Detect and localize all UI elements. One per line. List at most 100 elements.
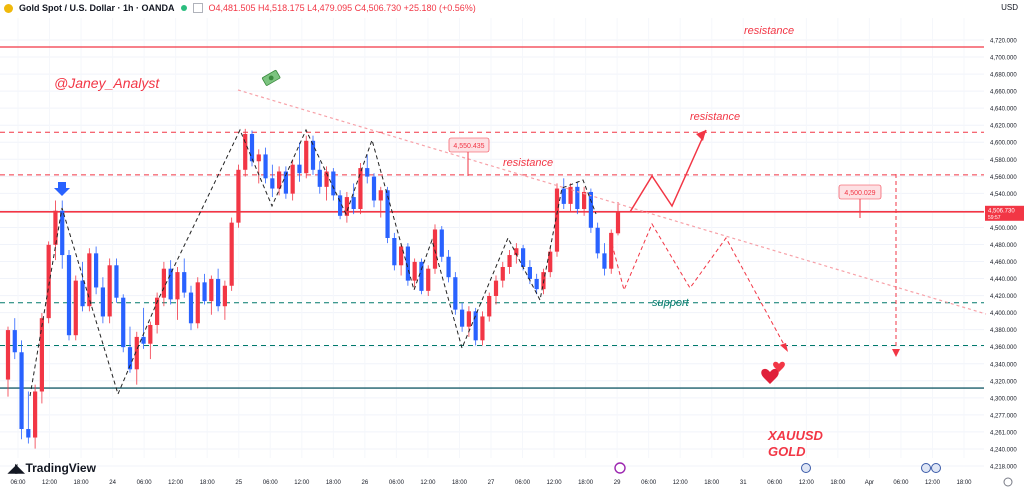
candle-body[interactable]	[107, 265, 112, 317]
candle-body[interactable]	[487, 295, 492, 317]
candle-body[interactable]	[405, 246, 410, 281]
candle-body[interactable]	[439, 229, 444, 257]
candle-body[interactable]	[114, 265, 119, 298]
candle-body[interactable]	[412, 261, 417, 281]
trendline-descending[interactable]	[237, 89, 987, 315]
candle-body[interactable]	[141, 336, 146, 344]
candle-body[interactable]	[283, 171, 288, 194]
candle-body[interactable]	[615, 211, 621, 234]
zigzag-wave[interactable]	[29, 128, 597, 397]
candle-body[interactable]	[12, 330, 17, 353]
candle-body[interactable]	[324, 171, 329, 187]
candle-body[interactable]	[5, 330, 11, 380]
candle-body[interactable]	[609, 232, 614, 269]
candle-body[interactable]	[595, 227, 600, 254]
candle-body[interactable]	[432, 229, 438, 269]
candle-body[interactable]	[392, 238, 397, 266]
flag-icon[interactable]	[931, 463, 941, 473]
candle-body[interactable]	[94, 253, 99, 288]
candle-body[interactable]	[263, 154, 268, 179]
flag-icon[interactable]	[801, 463, 811, 473]
candle-body[interactable]	[127, 347, 133, 370]
settings-icon[interactable]	[1003, 477, 1013, 487]
candle-body[interactable]	[514, 248, 519, 256]
flag-icon[interactable]	[921, 463, 931, 473]
candle-body[interactable]	[371, 176, 377, 201]
candle-body[interactable]	[480, 316, 485, 341]
candle-body[interactable]	[270, 178, 275, 189]
candle-body[interactable]	[175, 272, 180, 300]
candle-body[interactable]	[161, 268, 166, 298]
candle-body[interactable]	[521, 248, 526, 267]
candle-body[interactable]	[507, 255, 512, 267]
candle-body[interactable]	[527, 266, 532, 279]
candle-body[interactable]	[134, 336, 139, 370]
candle-body[interactable]	[351, 197, 356, 210]
candle-body[interactable]	[534, 278, 539, 290]
candle-body[interactable]	[121, 297, 126, 348]
price-axis[interactable]: 4,720.000 4,700.000 4,680.000 4,660.000 4,64…	[985, 39, 1024, 471]
candle-body[interactable]	[602, 253, 607, 269]
candle-body[interactable]	[561, 188, 566, 204]
candle-body[interactable]	[568, 186, 573, 204]
candle-body[interactable]	[548, 251, 553, 273]
candle-body[interactable]	[216, 278, 221, 307]
candle-body[interactable]	[87, 253, 92, 307]
candle-body[interactable]	[399, 246, 404, 266]
candle-body[interactable]	[575, 186, 580, 210]
candle-body[interactable]	[182, 272, 187, 293]
candle-body[interactable]	[453, 277, 458, 310]
candle-body[interactable]	[256, 154, 261, 162]
candle-body[interactable]	[188, 292, 194, 324]
candle-body[interactable]	[26, 429, 31, 438]
symbol-title[interactable]: Gold Spot / U.S. Dollar · 1h · OANDA	[19, 3, 175, 13]
candle-body[interactable]	[582, 191, 587, 210]
candle-body[interactable]	[385, 190, 390, 238]
candle-body[interactable]	[195, 282, 200, 324]
candle-body[interactable]	[229, 222, 234, 286]
time-axis[interactable]: 06:00 12:00 18:00 24 06:00 12:00 18:00 25 06:00 1…	[10, 480, 972, 486]
candle-body[interactable]	[466, 311, 471, 327]
candle-body[interactable]	[39, 318, 44, 392]
candle-body[interactable]	[554, 188, 560, 252]
candle-body[interactable]	[73, 280, 78, 336]
price-label-2-box[interactable]	[838, 184, 882, 200]
candle-body[interactable]	[344, 197, 349, 216]
candle-body[interactable]	[33, 391, 38, 438]
candle-body[interactable]	[236, 169, 241, 223]
candle-body[interactable]	[473, 311, 478, 341]
candle-body[interactable]	[588, 191, 593, 228]
candle-body[interactable]	[46, 244, 51, 319]
projection-down[interactable]	[611, 222, 789, 353]
candle-body[interactable]	[304, 140, 309, 174]
candle-body[interactable]	[493, 280, 499, 296]
current-price-tag[interactable]	[985, 205, 1024, 221]
candle-body[interactable]	[500, 266, 505, 281]
checkbox-icon[interactable]	[192, 3, 203, 13]
candle-body[interactable]	[66, 255, 72, 336]
price-label-1-box[interactable]	[448, 137, 490, 153]
candle-body[interactable]	[446, 256, 451, 278]
candle-body[interactable]	[297, 164, 302, 174]
candle-body[interactable]	[378, 190, 383, 201]
candle-body[interactable]	[310, 140, 316, 170]
candle-body[interactable]	[419, 261, 424, 291]
candle-body[interactable]	[317, 169, 322, 187]
candle-body[interactable]	[53, 210, 58, 245]
candle-body[interactable]	[209, 278, 214, 302]
candle-body[interactable]	[243, 133, 248, 170]
candle-body[interactable]	[277, 171, 282, 189]
event-marker-icon[interactable]	[614, 462, 626, 474]
candle-body[interactable]	[358, 168, 363, 210]
currency-label[interactable]: USD	[1001, 3, 1018, 12]
candle-body[interactable]	[290, 164, 295, 194]
candle-body[interactable]	[331, 171, 336, 196]
candle-body[interactable]	[202, 282, 207, 302]
candle-body[interactable]	[60, 210, 65, 256]
candle-body[interactable]	[426, 268, 431, 291]
candle-body[interactable]	[100, 287, 105, 317]
candle-body[interactable]	[365, 168, 370, 177]
tradingview-logo[interactable]: ◢◣ TradingView	[8, 461, 96, 475]
